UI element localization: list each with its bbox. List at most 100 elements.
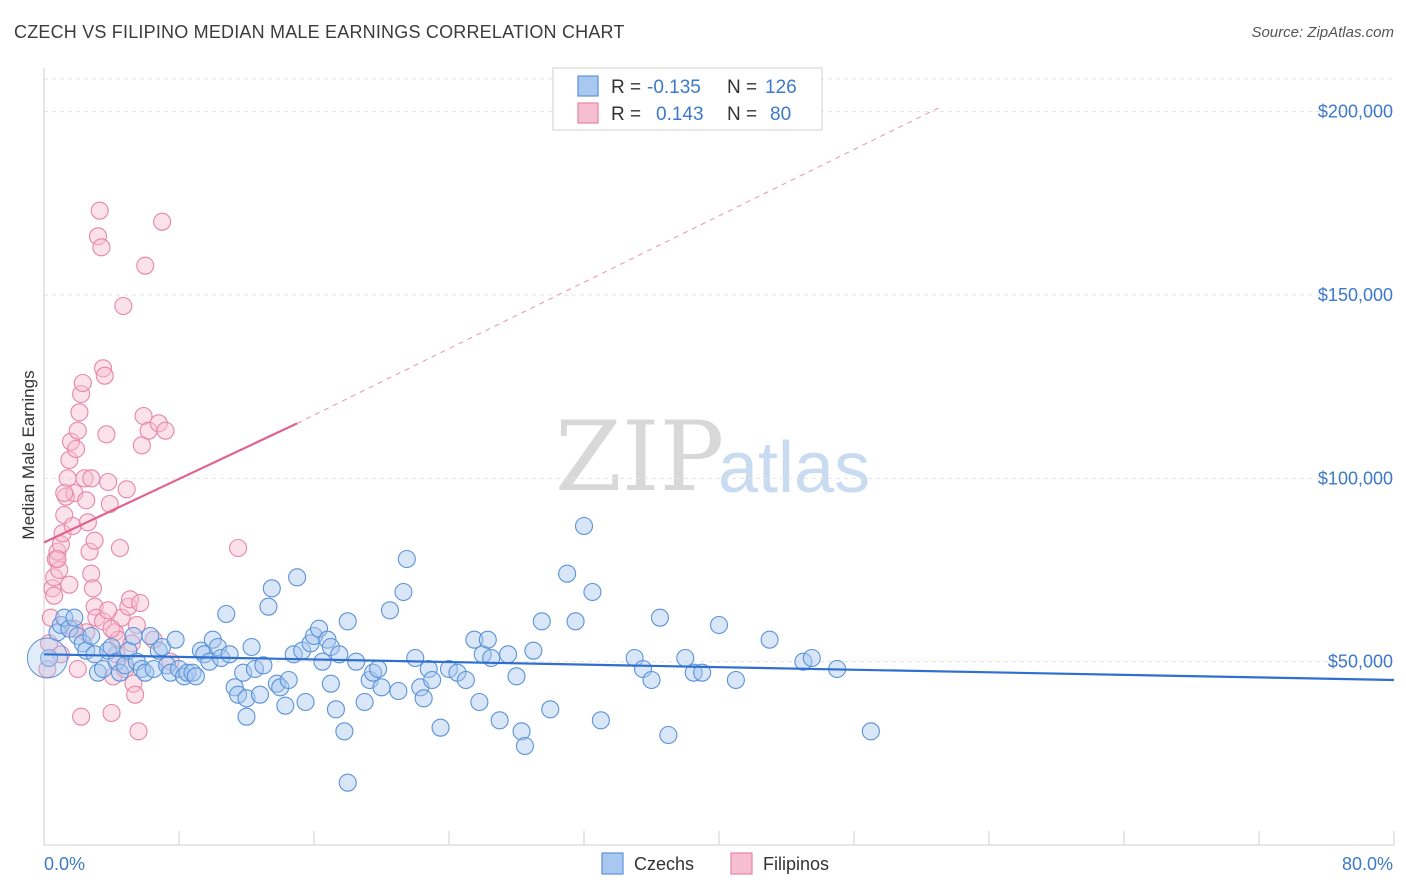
czech-point — [321, 674, 340, 693]
y-tick-labels: $50,000 $100,000 $150,000 $200,000 — [1318, 102, 1393, 672]
czech-point — [558, 564, 577, 583]
czech-point — [217, 604, 236, 624]
watermark-atlas: atlas — [718, 428, 870, 508]
czech-point — [335, 722, 354, 741]
filipino-point — [102, 619, 121, 638]
filipino-point — [132, 436, 151, 455]
legend-filipino-n-value: 80 — [770, 104, 791, 125]
filipino-point — [131, 593, 150, 613]
czech-point — [237, 689, 256, 708]
filipino-point — [80, 542, 99, 561]
x-tick-label-max: 80.0% — [1342, 854, 1393, 874]
czech-point — [397, 549, 416, 569]
czech-series — [26, 516, 880, 792]
filipino-point — [88, 227, 108, 246]
czech-point — [330, 645, 349, 664]
czech-point — [583, 582, 602, 602]
czech-point — [262, 579, 281, 598]
filipino-point — [129, 722, 148, 741]
czech-point — [709, 615, 729, 635]
filipino-point — [60, 575, 79, 594]
filipino-point — [127, 615, 146, 635]
grid-lines — [44, 78, 1394, 663]
czech-point — [676, 648, 695, 668]
czech-point — [250, 685, 270, 704]
filipino-point — [45, 586, 64, 605]
filipino-point — [149, 414, 168, 433]
czech-point — [372, 678, 391, 697]
legend-czech-r-label: R = — [611, 77, 641, 98]
czech-point — [760, 630, 779, 649]
filipino-point — [99, 472, 118, 492]
czech-point — [220, 645, 239, 664]
correlation-legend: R = -0.135 N = 126 R = 0.143 N = 80 — [552, 67, 823, 131]
filipino-point — [92, 238, 111, 257]
legend-filipino-n-label: N = — [727, 104, 757, 125]
czech-point — [347, 652, 366, 671]
czech-point — [141, 626, 160, 646]
czech-point — [507, 667, 526, 686]
y-tick-label: $150,000 — [1318, 285, 1393, 305]
czech-point — [414, 689, 433, 708]
czech-point — [124, 626, 143, 646]
watermark-zip: ZIP — [555, 401, 724, 513]
czech-point — [802, 648, 821, 668]
bottom-legend-filipino-label: Filipinos — [763, 854, 829, 874]
czech-point — [499, 645, 518, 664]
filipino-point — [48, 549, 67, 569]
bottom-legend-czech-label: Czechs — [634, 854, 694, 874]
czech-point — [456, 670, 475, 690]
czech-trend-line — [43, 653, 1395, 682]
czech-point — [259, 597, 278, 616]
czech-point — [186, 667, 205, 686]
filipino-point — [85, 531, 104, 550]
filipino-point — [99, 601, 118, 620]
x-tick-labels: 0.0% 80.0% — [44, 854, 1393, 874]
filipino-point — [60, 450, 79, 470]
czech-point — [431, 718, 450, 737]
legend-filipino-swatch — [577, 102, 599, 124]
filipino-point — [72, 707, 91, 726]
filipino-series — [38, 201, 248, 741]
filipino-point — [94, 359, 113, 378]
czech-point — [532, 612, 551, 631]
czech-point — [237, 707, 256, 726]
czech-point — [861, 722, 880, 741]
filipino-point — [41, 608, 60, 627]
filipino-point — [153, 212, 172, 231]
y-tick-label: $100,000 — [1318, 468, 1393, 488]
czech-point — [512, 722, 531, 741]
czech-point — [574, 516, 594, 536]
filipino-point — [55, 483, 74, 503]
czech-point — [566, 612, 585, 631]
filipino-point — [90, 201, 109, 220]
czech-point — [394, 582, 413, 602]
y-axis-label: Median Male Earnings — [19, 370, 38, 539]
chart-source: Source: ZipAtlas.com — [1251, 24, 1394, 41]
filipino-point — [68, 659, 87, 679]
czech-point — [254, 656, 273, 675]
czech-point — [659, 725, 678, 745]
czech-point — [355, 692, 374, 712]
legend-czech-n-value: 126 — [765, 77, 797, 98]
y-tick-label: $200,000 — [1318, 102, 1393, 122]
czech-point — [380, 601, 399, 620]
czech-point — [144, 659, 163, 679]
czech-point — [234, 663, 253, 682]
filipino-point — [156, 421, 175, 440]
czech-point — [82, 626, 101, 646]
czech-point — [419, 659, 438, 679]
czech-point — [423, 670, 442, 690]
czech-point — [242, 637, 261, 657]
filipino-point — [82, 564, 101, 583]
czech-point — [650, 608, 669, 627]
filipino-point — [95, 366, 114, 385]
filipino-trend-line — [43, 422, 298, 544]
czech-point — [338, 773, 357, 792]
czech-point — [65, 608, 84, 627]
filipino-point — [82, 469, 101, 488]
czech-point — [276, 696, 295, 715]
x-tick-label-min: 0.0% — [44, 854, 85, 874]
filipino-point — [119, 597, 138, 616]
